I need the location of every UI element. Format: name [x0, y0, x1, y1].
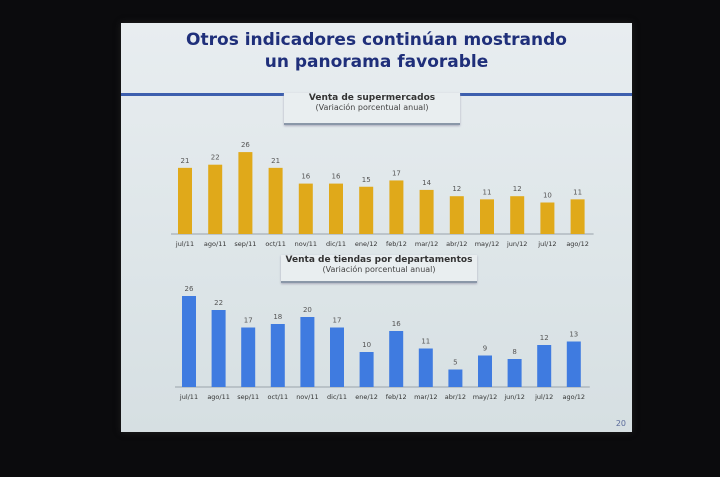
chart2-data-label: 17 [333, 317, 342, 325]
chart1-subtitle: (Variación porcentual anual) [315, 103, 429, 112]
chart2-bar [359, 352, 374, 387]
chart2-x-tick-label: jun/12 [503, 393, 525, 401]
chart2-title-box: Venta de tiendas por departamentos (Vari… [281, 255, 477, 283]
chart1-data-label: 22 [211, 154, 220, 162]
chart1-bar [449, 196, 464, 234]
chart2-bar [507, 359, 522, 387]
chart2-x-tick-label: mar/12 [414, 393, 437, 401]
chart2-bar [448, 369, 463, 387]
slide: Otros indicadores continúan mostrando un… [121, 23, 632, 432]
chart2-bar [270, 324, 285, 387]
chart1-data-label: 10 [543, 192, 552, 200]
chart1-title-box: Venta de supermercados (Variación porcen… [284, 93, 460, 125]
chart2-data-label: 18 [273, 313, 282, 321]
chart2-x-tick-label: jul/12 [534, 393, 553, 401]
chart1-x-tick-label: ago/11 [204, 240, 227, 248]
chart1-x-tick-label: jul/11 [175, 240, 194, 248]
chart1-bar [298, 183, 313, 234]
chart2-data-label: 5 [453, 359, 457, 367]
chart2-bar [418, 348, 433, 387]
chart1-bar [480, 199, 494, 234]
chart1-x-tick-label: may/12 [475, 240, 500, 248]
chart1-x-tick-label: feb/12 [386, 240, 407, 248]
chart2-data-label: 16 [392, 320, 401, 328]
chart1-bar [540, 202, 555, 234]
slide-title: Otros indicadores continúan mostrando un… [186, 30, 567, 72]
chart2-x-tick-label: dic/11 [327, 393, 347, 401]
chart1-title: Venta de supermercados [308, 93, 436, 103]
chart1-data-label: 21 [271, 157, 280, 165]
chart2-bar [300, 317, 315, 387]
chart1-data-label: 16 [332, 173, 341, 181]
chart2-bar [182, 296, 196, 387]
chart1-x-tick-label: ago/12 [566, 240, 589, 248]
chart1-data-label: 15 [362, 176, 371, 184]
chart2-data-label: 8 [512, 348, 516, 356]
chart1-bar [208, 164, 223, 234]
chart1-data-label: 12 [513, 185, 522, 193]
chart2-x-tick-label: ene/12 [355, 393, 378, 401]
chart2-bar [211, 310, 226, 387]
chart1-data-label: 21 [181, 157, 190, 165]
chart1-data-label: 11 [573, 188, 582, 196]
chart2-data-label: 10 [362, 341, 371, 349]
chart1-x-tick-label: nov/11 [295, 240, 317, 248]
chart2-x-tick-label: nov/11 [296, 393, 318, 401]
chart2-x-tick-label: may/12 [473, 393, 498, 401]
chart2-x-tick-label: ago/11 [207, 393, 230, 401]
chart2-data-label: 22 [214, 299, 223, 307]
chart2-title: Venta de tiendas por departamentos [285, 255, 473, 265]
charts-svg: 21 jul/11 22 ago/11 26 sep/11 21 oct/11 16 nov/11… [171, 141, 594, 401]
chart1-bar [238, 152, 253, 234]
page-number: 20 [615, 419, 626, 428]
chart2-bar [389, 331, 404, 387]
chart1-bar [570, 199, 585, 234]
chart2-data-label: 9 [483, 345, 487, 353]
chart2-bar [537, 345, 552, 387]
chart2-bar [330, 327, 344, 387]
chart1-x-tick-label: oct/11 [265, 240, 286, 248]
chart1-bar [359, 186, 374, 234]
chart1-x-tick-label: mar/12 [415, 240, 438, 248]
chart1-bar [178, 167, 192, 234]
chart2-data-label: 13 [569, 331, 578, 339]
chart2-x-tick-label: ago/12 [563, 393, 586, 401]
chart1-x-tick-label: jul/12 [537, 240, 556, 248]
chart1-bar [389, 180, 404, 234]
chart1-bar [510, 196, 525, 234]
chart1-data-label: 16 [301, 173, 310, 181]
chart1-data-label: 12 [452, 185, 461, 193]
chart2-bar [241, 327, 256, 387]
chart2-x-tick-label: oct/11 [268, 393, 289, 401]
chart2-data-label: 11 [421, 338, 430, 346]
chart2-x-tick-label: feb/12 [386, 393, 407, 401]
chart2-x-tick-label: jul/11 [179, 393, 198, 401]
chart1-data-label: 17 [392, 169, 401, 177]
chart1-bar [419, 189, 434, 234]
chart1-bar [268, 167, 283, 234]
chart2-data-label: 26 [185, 285, 194, 293]
chart2-bar [566, 341, 581, 387]
chart2-data-label: 17 [244, 317, 253, 325]
chart2-bar [478, 355, 492, 387]
chart1-x-tick-label: ene/12 [355, 240, 378, 248]
chart1-x-tick-label: abr/12 [446, 240, 467, 248]
chart2-x-tick-label: abr/12 [445, 393, 466, 401]
chart2-x-tick-label: sep/11 [237, 393, 259, 401]
chart1-data-label: 14 [422, 179, 431, 187]
chart2-data-label: 20 [303, 306, 312, 314]
chart1-x-tick-label: sep/11 [234, 240, 256, 248]
chart2-subtitle: (Variación porcentual anual) [322, 265, 436, 274]
chart1-data-label: 11 [483, 188, 492, 196]
chart1-x-tick-label: dic/11 [326, 240, 346, 248]
chart1-bar [329, 183, 343, 234]
chart1-data-label: 26 [241, 141, 250, 149]
chart1-x-tick-label: jun/12 [506, 240, 528, 248]
chart2-data-label: 12 [540, 334, 549, 342]
